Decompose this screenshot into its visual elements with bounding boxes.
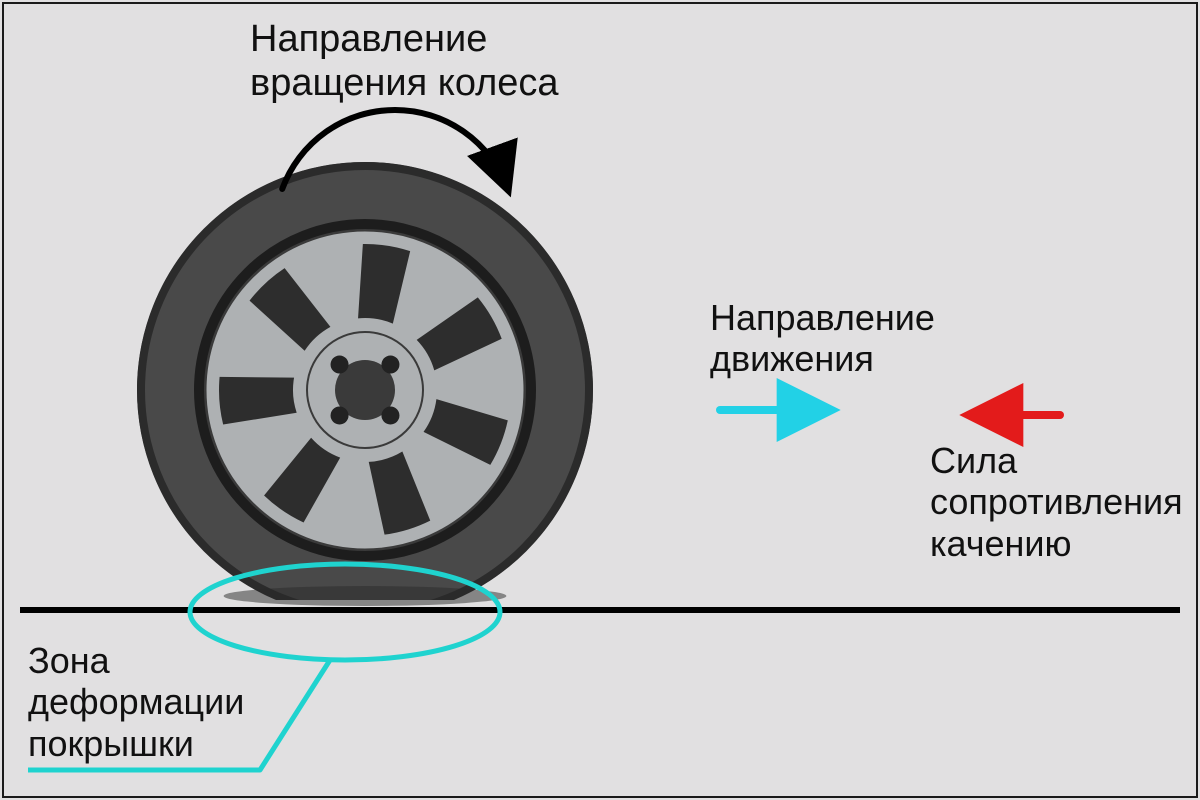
rotation-direction-label: Направление вращения колеса [250, 18, 559, 105]
rolling-resistance-label: Сила сопротивления качению [930, 440, 1183, 564]
deformation-zone-label: Зона деформации покрышки [28, 640, 244, 764]
motion-direction-label: Направление движения [710, 297, 935, 380]
diagram-canvas: Направление вращения колеса Направление … [0, 0, 1200, 800]
